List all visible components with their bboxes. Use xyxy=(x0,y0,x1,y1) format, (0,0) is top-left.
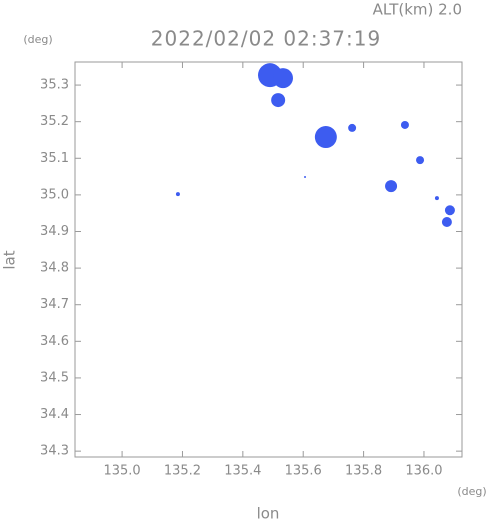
y-tick-label: 34.3 xyxy=(40,444,69,459)
echo xyxy=(444,205,455,216)
y-tick-label: 34.9 xyxy=(40,224,69,239)
echo xyxy=(400,120,409,129)
x-unit: (deg) xyxy=(457,485,486,498)
echo xyxy=(272,68,293,89)
y-unit: (deg) xyxy=(23,33,52,46)
echo xyxy=(175,192,180,197)
echo xyxy=(348,123,357,132)
x-tick-label: 135.2 xyxy=(164,464,201,479)
x-tick-label: 135.6 xyxy=(285,464,322,479)
echo xyxy=(416,156,425,165)
y-tick-label: 35.2 xyxy=(40,114,69,129)
y-tick-label: 34.5 xyxy=(40,370,69,385)
y-tick-label: 34.4 xyxy=(40,407,69,422)
x-axis-label: lon xyxy=(257,505,280,521)
x-tick-label: 135.4 xyxy=(224,464,261,479)
y-tick-label: 35.0 xyxy=(40,187,69,202)
echo xyxy=(271,93,286,108)
x-tick-label: 135.8 xyxy=(345,464,382,479)
echo xyxy=(441,216,452,227)
chart-title: 2022/02/02 02:37:19 xyxy=(151,27,381,51)
echo xyxy=(304,175,307,178)
echo xyxy=(314,126,337,149)
y-tick-label: 34.7 xyxy=(40,297,69,312)
y-tick-label: 35.3 xyxy=(40,78,69,93)
y-axis-label: lat xyxy=(1,250,19,269)
echo xyxy=(434,196,439,201)
y-tick-label: 34.8 xyxy=(40,261,69,276)
x-tick-label: 135.0 xyxy=(103,464,140,479)
echo xyxy=(385,180,398,193)
x-tick-label: 136.0 xyxy=(405,464,442,479)
plot-frame xyxy=(74,61,463,458)
altitude-label: ALT(km) 2.0 xyxy=(373,1,462,19)
y-tick-label: 35.1 xyxy=(40,151,69,166)
y-tick-label: 34.6 xyxy=(40,334,69,349)
